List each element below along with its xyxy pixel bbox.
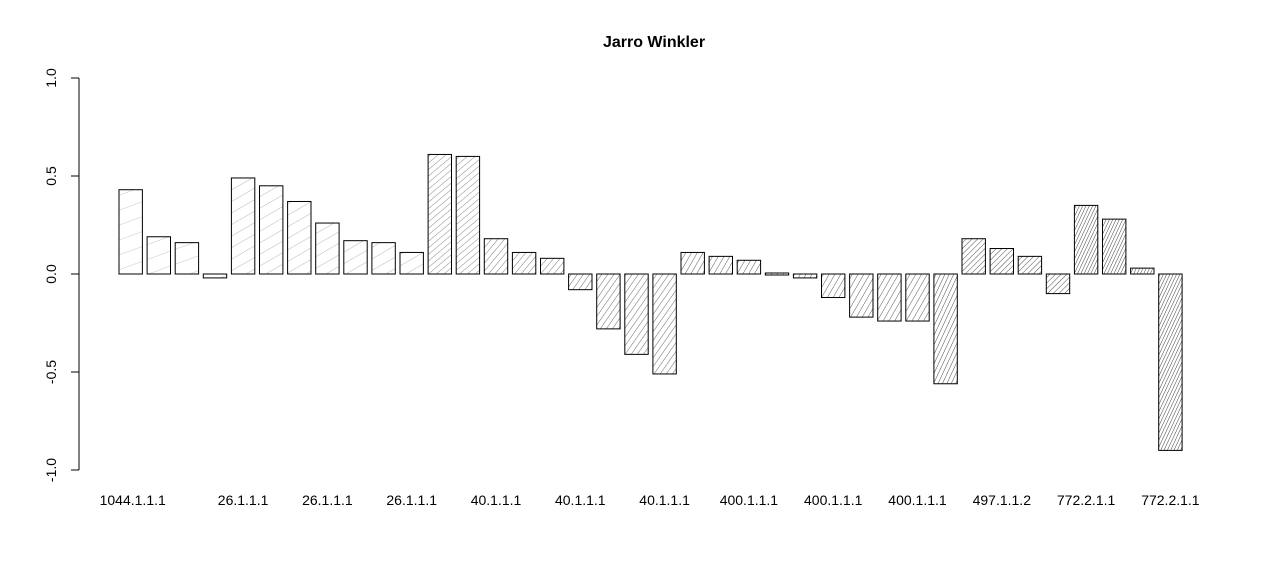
bar (905, 273, 930, 322)
x-tick-label: 772.2.1.1 (1141, 492, 1200, 508)
x-tick-label: 1044.1.1.1 (100, 492, 166, 508)
bar (455, 155, 481, 275)
x-tick-label: 400.1.1.1 (888, 492, 947, 508)
y-tick-label: 0.5 (43, 166, 59, 186)
x-tick-label: 40.1.1.1 (639, 492, 690, 508)
x-tick-label: 40.1.1.1 (555, 492, 606, 508)
bar (680, 251, 705, 275)
bar (652, 273, 677, 375)
bar (708, 255, 733, 275)
bar (1130, 267, 1155, 275)
x-tick-labels: 1044.1.1.1 26.1.1.1 26.1.1.1 26.1.1.1 40.1.1… (100, 492, 1200, 508)
bars (118, 153, 1183, 451)
bar (399, 251, 424, 275)
bar (1045, 273, 1071, 295)
x-tick-label: 26.1.1.1 (218, 492, 269, 508)
bar (849, 273, 874, 318)
bar (933, 273, 958, 385)
y-tick-label: 1.0 (43, 68, 59, 88)
bar (287, 200, 312, 275)
bar (821, 273, 846, 299)
bar (1102, 218, 1127, 275)
y-tick-label: -0.5 (43, 360, 59, 384)
x-tick-label: 26.1.1.1 (302, 492, 353, 508)
bar (989, 248, 1014, 275)
bar (202, 273, 228, 279)
bar (1158, 273, 1183, 451)
x-tick-label: 26.1.1.1 (386, 492, 437, 508)
bar (230, 177, 256, 275)
bar (961, 238, 986, 275)
x-tick-label: 772.2.1.1 (1057, 492, 1116, 508)
bar (511, 251, 537, 275)
bar (174, 242, 200, 275)
x-tick-label: 40.1.1.1 (471, 492, 522, 508)
bar (315, 222, 340, 275)
bar (146, 236, 172, 275)
bar (343, 240, 368, 275)
bar (259, 185, 284, 275)
bar (483, 238, 509, 275)
bar (568, 273, 593, 291)
x-tick-label: 400.1.1.1 (720, 492, 779, 508)
y-axis: -1.0 -0.5 0.0 0.5 1.0 (43, 68, 80, 482)
bar (371, 242, 396, 275)
bar (792, 273, 818, 279)
bar (736, 259, 762, 275)
bar (596, 273, 621, 330)
bar (427, 153, 453, 275)
x-tick-label: 497.1.1.2 (973, 492, 1032, 508)
y-tick-label: -1.0 (43, 458, 59, 482)
bar (877, 273, 902, 322)
bar (1017, 255, 1043, 275)
bar (118, 189, 143, 275)
bar (764, 272, 790, 276)
chart-title: Jarro Winkler (603, 34, 705, 51)
y-tick-label: 0.0 (43, 264, 59, 284)
bar (540, 257, 565, 275)
x-tick-label: 400.1.1.1 (804, 492, 863, 508)
bar (624, 273, 649, 355)
bar (1073, 204, 1099, 275)
